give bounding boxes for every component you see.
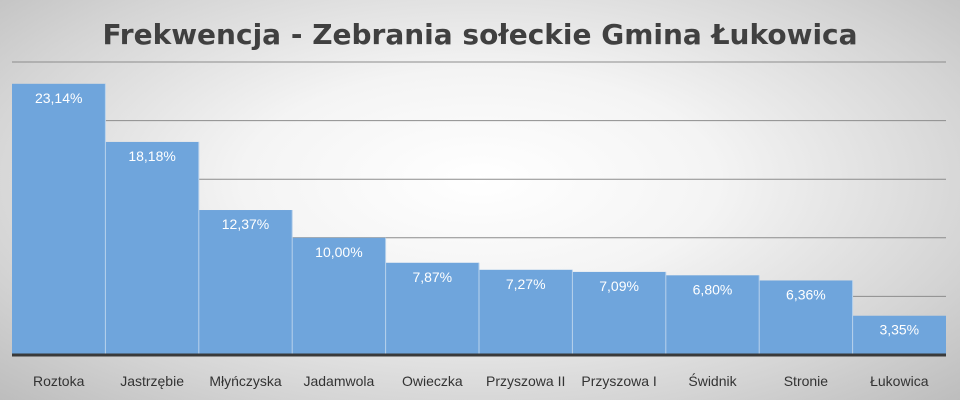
bar: [385, 262, 479, 355]
chart-title: Frekwencja - Zebrania sołeckie Gmina Łuk…: [102, 18, 857, 51]
data-label: 7,09%: [599, 278, 639, 294]
bar: [479, 269, 573, 355]
bar: [572, 271, 666, 355]
bar: [198, 210, 293, 355]
category-label: Roztoka: [33, 373, 85, 389]
category-label: Owieczka: [402, 373, 463, 389]
category-label: Stronie: [784, 373, 829, 389]
category-label: Młyńczyska: [209, 373, 282, 389]
bar: [759, 280, 853, 355]
bar: [665, 275, 760, 355]
category-label: Przyszowa I: [581, 373, 656, 389]
category-label: Świdnik: [688, 372, 737, 389]
bar: [12, 83, 106, 356]
data-label: 12,37%: [222, 216, 269, 232]
data-label: 23,14%: [35, 90, 82, 106]
data-label: 6,36%: [786, 286, 826, 302]
category-labels: Roztoka Jastrzębie Młyńczyska Jadamwola Owie…: [33, 372, 929, 389]
bar: [292, 237, 386, 355]
value-labels: 23,14% 18,18% 12,37% 10,00% 7,87% 7,27% 7,09% 6…: [35, 90, 919, 338]
bar: [852, 315, 946, 355]
data-label: 7,27%: [506, 276, 546, 292]
data-label: 6,80%: [693, 281, 733, 297]
data-label: 10,00%: [315, 244, 362, 260]
bars: [12, 83, 946, 356]
category-label: Jadamwola: [303, 373, 374, 389]
category-label: Jastrzębie: [120, 373, 184, 389]
bar: [105, 141, 199, 355]
category-label: Łukowica: [870, 373, 929, 389]
data-label: 18,18%: [128, 148, 175, 164]
data-label: 7,87%: [412, 269, 452, 285]
category-label: Przyszowa II: [486, 373, 565, 389]
data-label: 3,35%: [879, 322, 919, 338]
